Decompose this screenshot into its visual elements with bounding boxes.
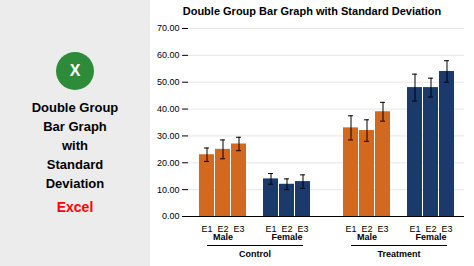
svg-text:60.00: 60.00 bbox=[157, 50, 180, 60]
svg-text:30.00: 30.00 bbox=[157, 131, 180, 141]
svg-text:E2: E2 bbox=[361, 223, 373, 234]
svg-text:E3: E3 bbox=[233, 224, 244, 234]
svg-text:E2: E2 bbox=[217, 223, 229, 234]
svg-text:Treatment: Treatment bbox=[377, 249, 420, 259]
svg-text:E1: E1 bbox=[409, 223, 421, 234]
svg-text:E2: E2 bbox=[425, 223, 437, 234]
html-text:Bar Graph: Bar Graph bbox=[43, 118, 107, 134]
html-text:Deviation: Deviation bbox=[45, 175, 105, 191]
html-text:Double Group: Double Group bbox=[31, 99, 119, 115]
svg-text:E1: E1 bbox=[265, 223, 277, 234]
svg-text:E3: E3 bbox=[377, 224, 388, 234]
svg-text:E2: E2 bbox=[281, 223, 293, 234]
svg-text:Female: Female bbox=[271, 232, 302, 242]
html-text:with: with bbox=[62, 137, 88, 153]
svg-text:E1: E1 bbox=[201, 224, 212, 234]
html-text:X: X bbox=[69, 61, 81, 79]
svg-text:E3: E3 bbox=[441, 223, 453, 234]
svg-text:Male: Male bbox=[357, 232, 377, 242]
svg-text:70.00: 70.00 bbox=[157, 23, 180, 33]
html-text:Double Group Bar Graph with St: Double Group Bar Graph with Standard Dev… bbox=[182, 5, 442, 17]
svg-text:0.00: 0.00 bbox=[162, 211, 180, 221]
svg-text:40.00: 40.00 bbox=[157, 104, 180, 114]
html-text:Standard: Standard bbox=[46, 156, 104, 172]
svg-text:E1: E1 bbox=[345, 224, 356, 234]
html-text:Excel: Excel bbox=[56, 198, 94, 215]
svg-text:Control: Control bbox=[239, 249, 271, 259]
svg-text:20.00: 20.00 bbox=[157, 158, 180, 168]
svg-text:Male: Male bbox=[213, 232, 233, 242]
svg-text:E3: E3 bbox=[297, 223, 309, 234]
svg-text:Female: Female bbox=[415, 232, 446, 242]
svg-text:50.00: 50.00 bbox=[157, 77, 180, 87]
svg-text:10.00: 10.00 bbox=[157, 185, 180, 195]
